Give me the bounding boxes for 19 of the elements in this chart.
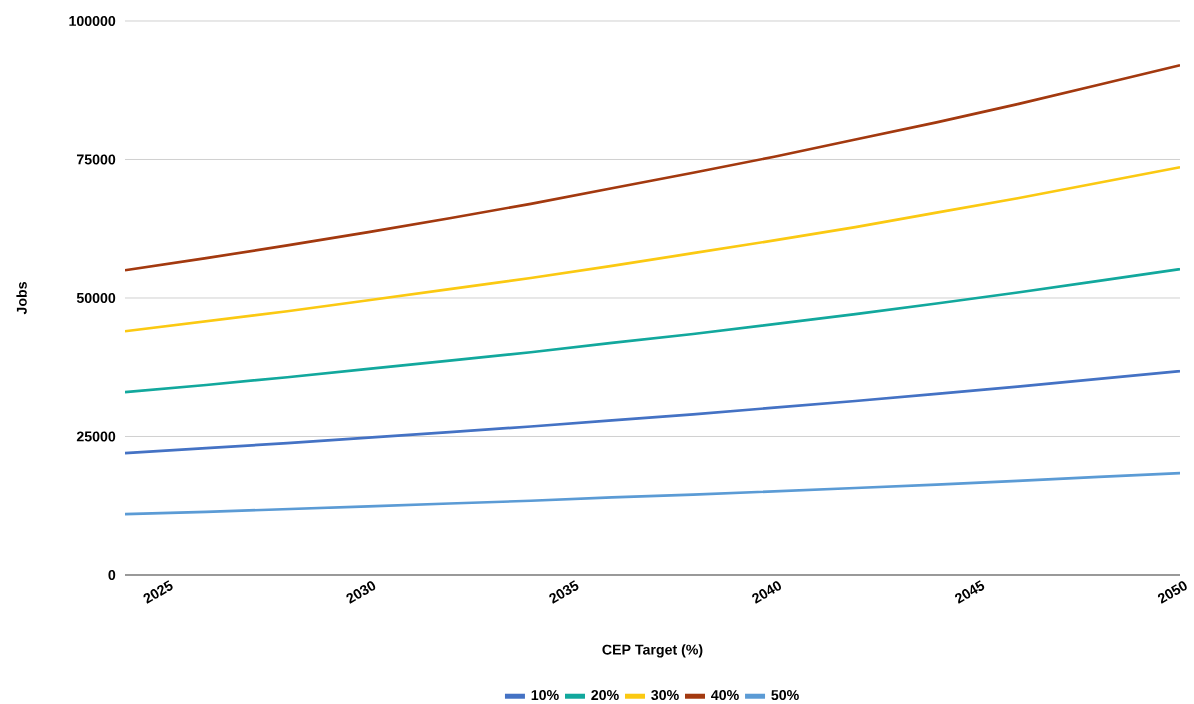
y-tick-label: 100000 <box>69 15 116 26</box>
legend-label: 20% <box>591 690 619 701</box>
y-tick-label: 50000 <box>76 292 116 303</box>
legend-label: 10% <box>531 690 559 701</box>
line-series <box>125 63 1181 272</box>
x-tick-label: 2050 <box>1157 581 1187 604</box>
x-tick-label: 2040 <box>752 581 781 604</box>
x-axis-title: CEP Target (%) <box>602 644 703 658</box>
y-tick-label: 25000 <box>76 431 116 442</box>
y-tick-label: 75000 <box>76 154 116 165</box>
legend-label: 30% <box>651 690 679 701</box>
legend-label: 40% <box>711 690 739 701</box>
x-tick-label: 2025 <box>143 580 173 604</box>
y-axis-title: Jobs <box>16 282 27 315</box>
y-tick-label: 0 <box>108 569 116 581</box>
x-tick-label: 2030 <box>346 581 376 604</box>
legend-label: 50% <box>771 690 799 701</box>
x-tick-label: 2035 <box>549 580 579 604</box>
x-tick-label: 2045 <box>955 580 985 604</box>
